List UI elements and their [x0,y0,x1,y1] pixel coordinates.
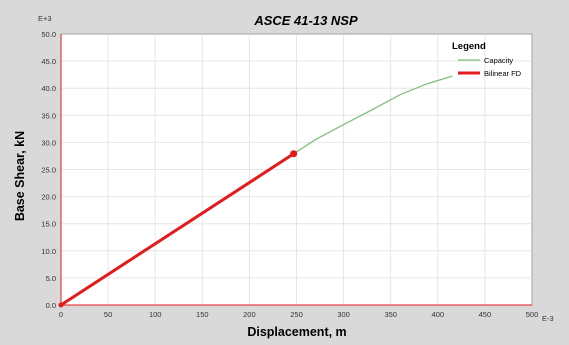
x-tick-label: 450 [479,310,492,319]
y-tick-label: 15.0 [41,220,56,229]
x-tick-label: 0 [59,310,63,319]
performance-point-marker [290,150,298,158]
y-axis-exponent: E+3 [38,14,52,23]
series-line-bilinear [59,152,296,307]
y-tick-label: 25.0 [41,166,56,175]
x-tick-label: 300 [337,310,350,319]
y-axis-title: Base Shear, kN [13,131,27,221]
y-tick-label: 20.0 [41,193,56,202]
legend-title: Legend [452,41,486,52]
x-tick-label: 400 [432,310,445,319]
origin-marker [58,302,64,308]
x-tick-label: 200 [243,310,256,319]
axes [60,34,532,306]
x-tick-label: 150 [196,310,209,319]
y-tick-label: 5.0 [46,274,56,283]
chart-title: ASCE 41-13 NSP [253,13,358,28]
y-tick-label: 40.0 [41,84,56,93]
y-tick-label: 0.0 [46,301,56,310]
x-tick-label: 500 [526,310,539,319]
x-tick-label: 250 [290,310,303,319]
y-tick-labels: 0.0 5.0 10.0 15.0 20.0 25.0 30.0 35.0 40.0 45.0 50… [41,30,56,310]
x-tick-labels: 0 50 100 150 200 250 300 350 400 450 500 [59,310,538,319]
y-tick-label: 50.0 [41,30,56,39]
y-tick-label: 45.0 [41,57,56,66]
x-axis-exponent: E-3 [542,314,554,323]
x-tick-label: 50 [104,310,112,319]
y-tick-label: 35.0 [41,111,56,120]
y-tick-label: 30.0 [41,138,56,147]
legend: Legend Capacity Bilinear FD [452,41,522,78]
x-axis-title: Displacement, m [247,325,346,339]
x-tick-label: 350 [384,310,397,319]
y-tick-label: 10.0 [41,247,56,256]
legend-label: Capacity [484,56,513,65]
x-tick-label: 100 [149,310,162,319]
series-group [58,75,453,308]
legend-label: Bilinear FD [484,69,522,78]
grid [61,34,532,305]
